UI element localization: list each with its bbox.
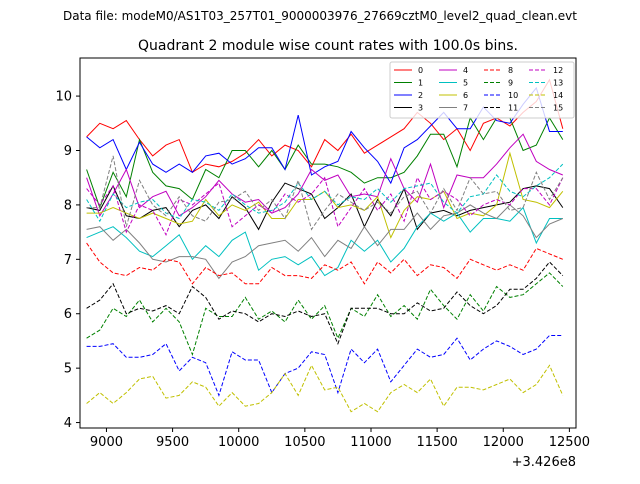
legend-label: 13 xyxy=(553,79,563,88)
legend-label: 3 xyxy=(418,104,423,113)
y-tick-label: 5 xyxy=(64,362,72,377)
legend-label: 9 xyxy=(508,79,513,88)
series-line-8 xyxy=(86,242,563,285)
y-tick-label: 10 xyxy=(55,90,72,105)
legend-item-4: 4 xyxy=(439,66,468,75)
legend-item-0: 0 xyxy=(394,66,423,75)
legend-item-14: 14 xyxy=(529,91,563,100)
legend-item-13: 13 xyxy=(529,79,563,88)
legend-item-3: 3 xyxy=(394,104,423,113)
series-line-3 xyxy=(86,182,564,231)
series-line-7 xyxy=(86,204,563,280)
legend-label: 12 xyxy=(553,66,563,75)
legend-item-2: 2 xyxy=(394,91,423,100)
series-line-5 xyxy=(86,206,563,277)
series-line-11 xyxy=(86,261,564,346)
plot-area xyxy=(86,78,564,413)
legend-label: 2 xyxy=(418,91,423,100)
legend-item-10: 10 xyxy=(484,91,518,100)
x-tick-label: 12000 xyxy=(483,435,524,450)
legend-item-12: 12 xyxy=(529,66,563,75)
legend-label: 10 xyxy=(508,91,518,100)
legend-item-8: 8 xyxy=(484,66,513,75)
series-line-14 xyxy=(86,364,564,413)
axes-frame xyxy=(79,57,577,429)
series-line-9 xyxy=(86,272,564,357)
legend-label: 11 xyxy=(508,104,518,113)
x-tick-label: 10500 xyxy=(284,435,325,450)
legend-item-7: 7 xyxy=(439,104,468,113)
series-line-10 xyxy=(86,335,563,397)
legend-label: 4 xyxy=(463,66,468,75)
legend-label: 0 xyxy=(418,66,423,75)
y-tick-label: 9 xyxy=(64,144,72,159)
legend-item-9: 9 xyxy=(484,79,513,88)
legend-label: 15 xyxy=(553,104,563,113)
legend-label: 1 xyxy=(418,79,423,88)
legend-item-5: 5 xyxy=(439,79,468,88)
legend-label: 7 xyxy=(463,104,468,113)
legend-label: 14 xyxy=(553,91,563,100)
legend-item-11: 11 xyxy=(484,104,518,113)
legend-label: 6 xyxy=(463,91,468,100)
x-tick-label: 9000 xyxy=(90,435,123,450)
y-tick-label: 4 xyxy=(64,416,72,431)
series-line-4 xyxy=(86,133,563,217)
x-tick-label: 9500 xyxy=(156,435,189,450)
series-line-15 xyxy=(86,155,564,231)
x-tick-label: 12500 xyxy=(549,435,590,450)
chart-title: Quadrant 2 module wise count rates with … xyxy=(138,38,518,54)
legend-item-15: 15 xyxy=(529,104,563,113)
legend-label: 5 xyxy=(463,79,468,88)
series-line-12 xyxy=(86,176,564,237)
data-file-caption: Data file: modeM0/AS1T03_257T01_90000039… xyxy=(63,9,577,23)
series-lines xyxy=(86,78,564,413)
legend-box xyxy=(389,61,575,119)
series-line-1 xyxy=(86,116,564,210)
axes: 9000 9500 10000 10500 11000 11500 12000 12500 4 5… xyxy=(55,57,590,450)
x-offset-label: +3.426e8 xyxy=(512,455,576,470)
x-tick-label: 11500 xyxy=(416,435,457,450)
legend-item-6: 6 xyxy=(439,91,468,100)
y-tick-label: 8 xyxy=(64,198,72,213)
y-tick-label: 7 xyxy=(64,253,72,268)
series-line-0 xyxy=(86,78,564,174)
legend-label: 8 xyxy=(508,66,513,75)
x-tick-label: 10000 xyxy=(218,435,259,450)
legend-item-1: 1 xyxy=(394,79,423,88)
y-tick-label: 6 xyxy=(64,307,72,322)
x-tick-label: 11000 xyxy=(350,435,391,450)
